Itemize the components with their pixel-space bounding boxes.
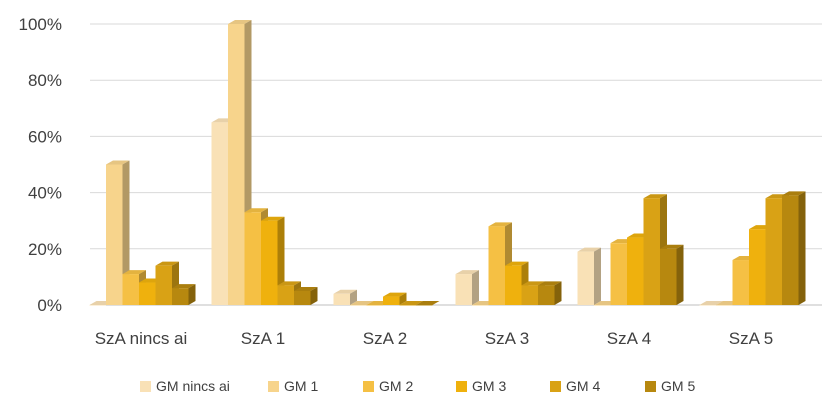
x-tick-label: SzA 4 — [607, 329, 651, 348]
bar — [350, 301, 374, 306]
legend-label: GM 1 — [284, 378, 318, 394]
legend-label: GM nincs ai — [156, 378, 230, 394]
y-tick-label: 100% — [19, 15, 62, 34]
bar — [333, 289, 357, 305]
bar — [416, 301, 440, 306]
legend: GM nincs ai GM 1 GM 2 GM 3 GM 4 GM 5 — [140, 378, 695, 394]
legend-swatch — [550, 381, 561, 392]
y-tick-label: 0% — [37, 296, 62, 315]
legend-swatch — [363, 381, 374, 392]
x-tick-label: SzA 2 — [363, 329, 407, 348]
bar — [699, 301, 723, 306]
legend-item: GM nincs ai — [140, 378, 230, 394]
legend-item: GM 1 — [268, 378, 318, 394]
bar — [660, 244, 684, 305]
legend-swatch — [268, 381, 279, 392]
legend-swatch — [456, 381, 467, 392]
legend-swatch — [645, 381, 656, 392]
bar — [294, 286, 318, 305]
legend-item: GM 5 — [645, 378, 695, 394]
legend-item: GM 2 — [363, 378, 413, 394]
y-tick-label: 80% — [28, 71, 62, 90]
y-axis-ticks: 0% 20% 40% 60% 80% 100% — [19, 15, 62, 315]
bar — [782, 191, 806, 305]
y-tick-label: 40% — [28, 184, 62, 203]
gridlines — [90, 23, 822, 306]
legend-label: GM 5 — [661, 378, 695, 394]
bar — [538, 281, 562, 305]
legend-label: GM 2 — [379, 378, 413, 394]
x-tick-label: SzA nincs ai — [95, 329, 188, 348]
legend-item: GM 3 — [456, 378, 506, 394]
bar — [172, 284, 196, 305]
bar — [455, 270, 479, 305]
legend-item: GM 4 — [550, 378, 600, 394]
legend-swatch — [140, 381, 151, 392]
bars — [89, 20, 806, 306]
legend-label: GM 3 — [472, 378, 506, 394]
bar — [577, 247, 601, 305]
bar — [383, 292, 407, 305]
x-tick-label: SzA 5 — [729, 329, 773, 348]
x-tick-label: SzA 1 — [241, 329, 285, 348]
bar — [399, 301, 423, 306]
bar — [106, 160, 130, 305]
y-tick-label: 20% — [28, 240, 62, 259]
y-tick-label: 60% — [28, 127, 62, 146]
x-axis-ticks: SzA nincs ai SzA 1 SzA 2 SzA 3 SzA 4 SzA 5 — [95, 329, 774, 348]
x-tick-label: SzA 3 — [485, 329, 529, 348]
legend-label: GM 4 — [566, 378, 600, 394]
